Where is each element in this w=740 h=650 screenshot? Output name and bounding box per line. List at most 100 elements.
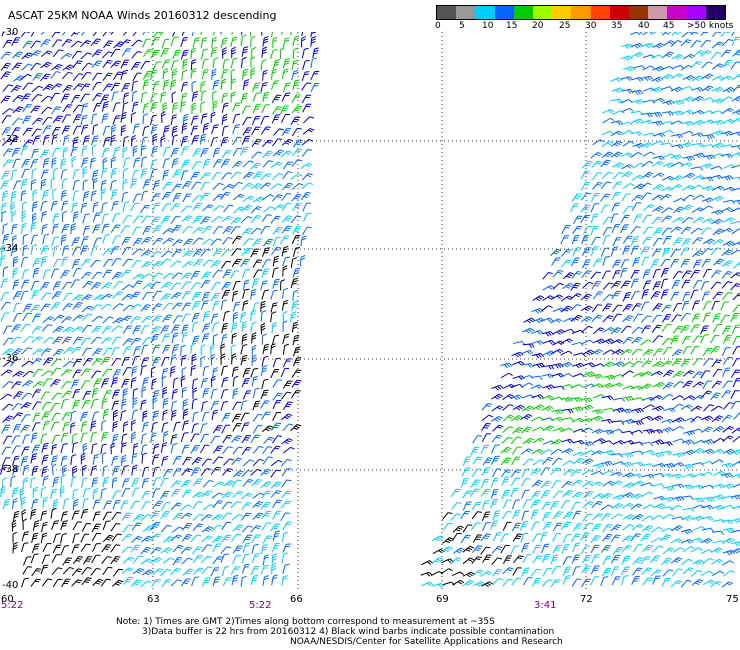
wind-barb <box>691 132 704 138</box>
wind-barb <box>192 37 200 48</box>
wind-barb <box>580 305 593 312</box>
wind-barb <box>292 79 300 90</box>
wind-barb <box>190 125 199 136</box>
wind-barb <box>462 571 476 578</box>
wind-barb <box>231 248 242 257</box>
wind-barb <box>210 344 215 356</box>
wind-barb <box>262 238 274 247</box>
wind-barb <box>501 476 510 487</box>
wind-barb <box>692 280 703 289</box>
wind-barb <box>140 365 147 376</box>
wind-barb <box>540 532 548 543</box>
wind-barb <box>700 471 713 477</box>
wind-barb <box>181 332 189 343</box>
wind-barb <box>2 84 14 93</box>
wind-barb <box>80 411 88 422</box>
wind-barb <box>701 390 712 398</box>
wind-barb <box>660 258 671 267</box>
wind-barb <box>81 577 92 586</box>
wind-barb <box>172 32 177 37</box>
wind-barb <box>490 477 499 488</box>
wind-barb <box>182 408 189 420</box>
wind-barb <box>530 375 543 381</box>
wind-barb <box>580 293 592 301</box>
wind-barb <box>631 194 643 202</box>
wind-barb <box>632 544 643 553</box>
wind-barb <box>690 416 702 423</box>
wind-barb <box>160 490 170 500</box>
wind-barb <box>212 481 225 488</box>
wind-barb <box>122 101 129 113</box>
wind-barb <box>532 317 545 324</box>
wind-barb <box>692 357 704 366</box>
wind-barb <box>141 452 148 464</box>
wind-barb <box>160 258 172 266</box>
wind-barb <box>700 50 712 57</box>
wind-barb <box>130 500 140 510</box>
wind-barb <box>632 567 643 576</box>
wind-barb <box>140 513 152 522</box>
wind-barb <box>151 272 163 280</box>
wind-barb <box>282 563 290 574</box>
wind-barb <box>281 391 292 400</box>
wind-barb <box>190 171 200 181</box>
wind-barb <box>552 307 566 313</box>
wind-barb <box>51 443 58 455</box>
wind-barb <box>600 492 613 500</box>
wind-barb <box>90 420 97 432</box>
wind-barb <box>102 520 111 531</box>
wind-barb <box>70 146 78 157</box>
colorbar-segment <box>686 6 706 19</box>
wind-barb <box>80 368 91 377</box>
wind-barb <box>672 216 685 223</box>
wind-barb <box>602 449 615 456</box>
wind-barb <box>171 68 178 80</box>
wind-barb <box>12 279 20 290</box>
wind-barb <box>701 504 714 510</box>
wind-barb <box>302 202 311 212</box>
wind-barb <box>10 245 18 257</box>
wind-barb <box>720 96 733 102</box>
wind-barb <box>91 144 97 157</box>
wind-barb <box>52 213 60 224</box>
wind-barb <box>650 537 663 544</box>
wind-barb <box>230 78 236 90</box>
wind-barb <box>641 463 654 468</box>
wind-barb <box>200 182 210 191</box>
colorbar-label-20: 20 <box>532 21 544 31</box>
wind-barb <box>202 122 209 134</box>
wind-barb <box>653 348 664 357</box>
wind-barb <box>220 136 229 147</box>
wind-barb <box>160 442 168 453</box>
wind-barb <box>180 354 187 366</box>
wind-barb <box>602 282 614 290</box>
wind-barb <box>142 282 154 290</box>
wind-barb <box>40 95 53 103</box>
wind-barb <box>31 94 43 102</box>
wind-barb <box>112 420 118 432</box>
wind-barb <box>530 468 542 476</box>
wind-barb <box>602 429 615 435</box>
wind-barb <box>72 358 83 368</box>
wind-barb <box>110 60 122 69</box>
wind-barb <box>522 577 533 586</box>
wind-barb <box>631 326 643 335</box>
wind-barb <box>112 409 118 422</box>
wind-barb <box>631 174 644 181</box>
wind-barb <box>122 556 134 565</box>
wind-barb <box>80 432 88 443</box>
wind-barb <box>642 87 656 92</box>
lat-label-32: -32 <box>2 134 19 145</box>
wind-barb <box>141 386 147 398</box>
wind-barb <box>210 567 220 577</box>
wind-barb <box>282 161 293 170</box>
wind-barb <box>471 468 482 478</box>
wind-barb <box>673 237 683 246</box>
wind-barb <box>480 444 490 455</box>
wind-barb <box>291 389 301 399</box>
wind-barb <box>622 315 634 323</box>
wind-barb <box>292 35 300 47</box>
wind-barb <box>682 449 696 456</box>
wind-barb <box>121 356 130 367</box>
wind-barb <box>663 40 675 47</box>
